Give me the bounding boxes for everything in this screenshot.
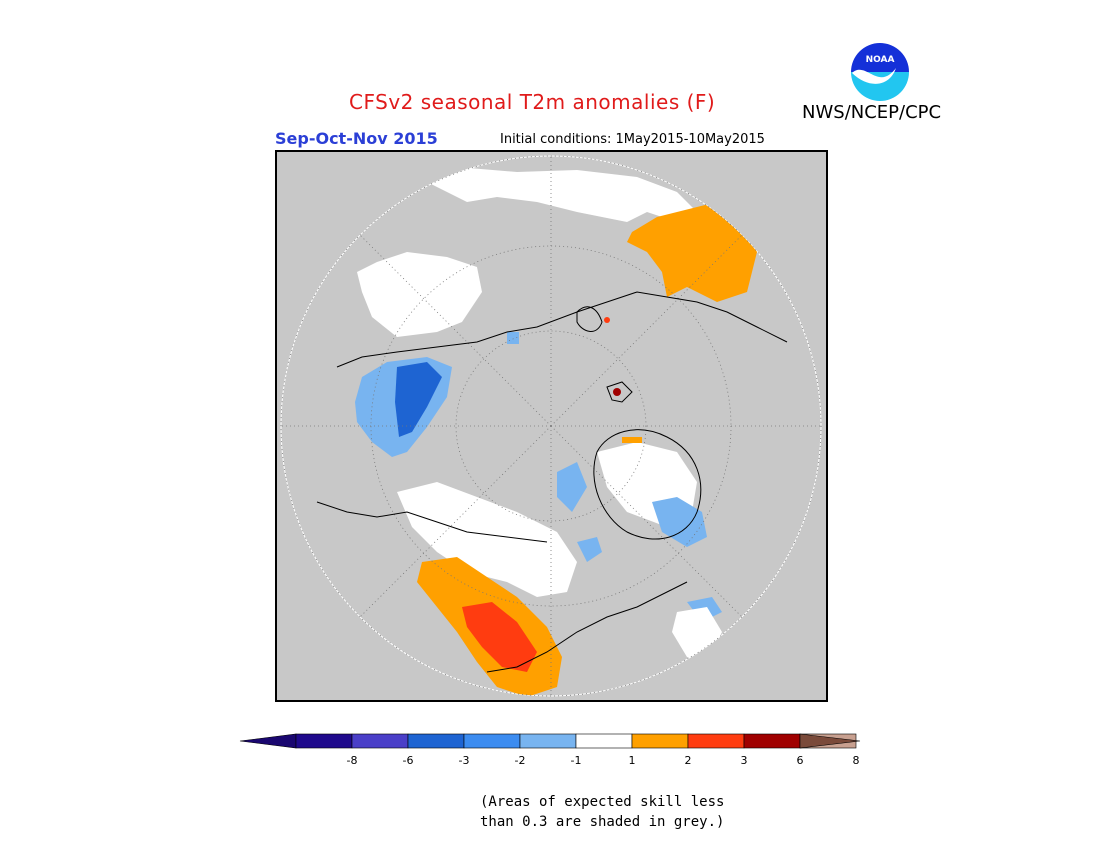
coastlines xyxy=(316,291,788,673)
red-speck xyxy=(604,317,610,323)
chart-title: CFSv2 seasonal T2m anomalies (F) xyxy=(349,90,716,114)
graticule xyxy=(280,155,822,697)
legend-tick-label: 8 xyxy=(853,754,860,767)
skill-note-line2: than 0.3 are shaded in grey.) xyxy=(480,814,725,830)
blue-region xyxy=(557,462,587,512)
legend-end-high xyxy=(799,733,861,749)
orange-region xyxy=(627,202,757,302)
legend-tick-label: -8 xyxy=(347,754,358,767)
anomaly-layer xyxy=(355,167,757,696)
logo-text: NOAA xyxy=(866,55,895,65)
red-region xyxy=(462,602,537,672)
white-region xyxy=(397,482,577,597)
legend-cell xyxy=(687,733,745,749)
legend-cell xyxy=(295,733,353,749)
season-label: Sep-Oct-Nov 2015 xyxy=(275,129,438,148)
blue-region xyxy=(652,497,707,547)
legend-tick-label: -3 xyxy=(459,754,470,767)
legend-tick-label: 3 xyxy=(741,754,748,767)
skill-note: (Areas of expected skill less than 0.3 a… xyxy=(480,792,724,832)
blue-dark-region xyxy=(395,362,442,437)
legend-cell xyxy=(575,733,633,749)
legend-cells xyxy=(295,733,857,749)
legend-cell xyxy=(463,733,521,749)
legend-tick-label: -2 xyxy=(515,754,526,767)
legend-end-low xyxy=(239,733,297,749)
white-region xyxy=(427,167,697,222)
agency-label: NWS/NCEP/CPC xyxy=(802,102,942,123)
initial-conditions-label: Initial conditions: 1May2015-10May2015 xyxy=(500,132,765,147)
legend-cell xyxy=(407,733,465,749)
noaa-logo: NOAA xyxy=(849,41,911,103)
dark-red-speck xyxy=(613,388,621,396)
orange-speck xyxy=(622,437,642,443)
white-region xyxy=(357,252,482,337)
legend-tick-label: 6 xyxy=(797,754,804,767)
legend-cell xyxy=(743,733,801,749)
blue-region xyxy=(577,537,602,562)
legend-tick-label: 2 xyxy=(685,754,692,767)
blue-speck xyxy=(507,332,519,344)
polar-map xyxy=(277,152,826,700)
legend-cell xyxy=(631,733,689,749)
skill-note-line1: (Areas of expected skill less xyxy=(480,794,725,810)
map-panel xyxy=(275,150,828,702)
legend-cell xyxy=(519,733,577,749)
color-legend: -8 -6 -3 -2 -1 1 2 3 6 8 xyxy=(239,733,861,767)
legend-tick-label: 1 xyxy=(629,754,636,767)
legend-tick-label: -1 xyxy=(571,754,582,767)
legend-ticks: -8 -6 -3 -2 -1 1 2 3 6 8 xyxy=(347,754,860,767)
legend-tick-label: -6 xyxy=(403,754,414,767)
legend-cell xyxy=(351,733,409,749)
